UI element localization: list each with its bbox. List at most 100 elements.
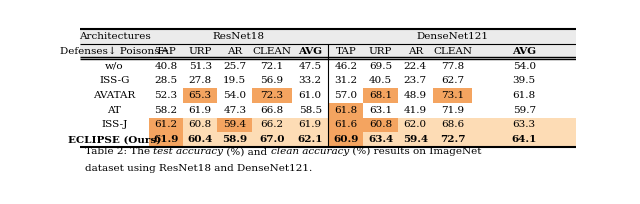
Bar xyxy=(398,118,433,132)
Text: URP: URP xyxy=(369,47,392,56)
Text: 46.2: 46.2 xyxy=(334,62,357,71)
Text: 73.1: 73.1 xyxy=(441,91,464,100)
Bar xyxy=(292,132,328,147)
Bar xyxy=(80,44,576,59)
Text: 64.1: 64.1 xyxy=(511,135,537,144)
Bar xyxy=(149,118,183,132)
Text: 56.9: 56.9 xyxy=(260,76,284,85)
Text: test accuracy: test accuracy xyxy=(154,147,223,156)
Text: 33.2: 33.2 xyxy=(299,76,322,85)
Text: 19.5: 19.5 xyxy=(223,76,246,85)
Text: CLEAN: CLEAN xyxy=(433,47,472,56)
Text: AT: AT xyxy=(108,106,122,115)
Bar xyxy=(433,118,472,132)
Text: 60.8: 60.8 xyxy=(369,120,392,129)
Bar xyxy=(398,132,433,147)
Text: TAP: TAP xyxy=(156,47,177,56)
Text: 58.2: 58.2 xyxy=(154,106,178,115)
Text: dataset using ResNet18 and DenseNet121.: dataset using ResNet18 and DenseNet121. xyxy=(85,164,312,173)
Text: ResNet18: ResNet18 xyxy=(212,32,265,41)
Text: 71.9: 71.9 xyxy=(441,106,464,115)
Text: 60.9: 60.9 xyxy=(333,135,358,144)
Text: 68.1: 68.1 xyxy=(369,91,392,100)
Text: 59.4: 59.4 xyxy=(403,135,428,144)
Text: 62.0: 62.0 xyxy=(404,120,427,129)
Text: 41.9: 41.9 xyxy=(404,106,427,115)
Text: 54.0: 54.0 xyxy=(513,62,536,71)
Text: 65.3: 65.3 xyxy=(189,91,212,100)
Text: 63.4: 63.4 xyxy=(368,135,393,144)
Bar xyxy=(433,132,472,147)
Text: w/o: w/o xyxy=(105,62,124,71)
Text: 52.3: 52.3 xyxy=(154,91,178,100)
Bar xyxy=(364,118,398,132)
Text: 61.6: 61.6 xyxy=(334,120,357,129)
Bar xyxy=(252,118,292,132)
Text: 61.2: 61.2 xyxy=(154,120,178,129)
Text: 60.8: 60.8 xyxy=(189,120,212,129)
Text: 61.8: 61.8 xyxy=(334,106,357,115)
Text: 40.8: 40.8 xyxy=(154,62,178,71)
Text: 69.5: 69.5 xyxy=(369,62,392,71)
Text: clean accuracy: clean accuracy xyxy=(271,147,349,156)
Text: ECLIPSE (Ours): ECLIPSE (Ours) xyxy=(68,135,161,144)
Text: 77.8: 77.8 xyxy=(441,62,464,71)
Text: 72.3: 72.3 xyxy=(260,91,284,100)
Text: 59.7: 59.7 xyxy=(513,106,536,115)
Text: ISS-J: ISS-J xyxy=(101,120,127,129)
Text: Defenses↓ Poisons→: Defenses↓ Poisons→ xyxy=(60,47,169,56)
Text: 72.1: 72.1 xyxy=(260,62,284,71)
Text: 39.5: 39.5 xyxy=(513,76,536,85)
Text: AVG: AVG xyxy=(298,47,322,56)
Bar xyxy=(218,118,252,132)
Text: 62.1: 62.1 xyxy=(298,135,323,144)
Text: 61.9: 61.9 xyxy=(299,120,322,129)
Bar xyxy=(218,132,252,147)
Text: DenseNet121: DenseNet121 xyxy=(416,32,488,41)
Text: 61.9: 61.9 xyxy=(154,135,179,144)
Bar xyxy=(183,132,218,147)
Bar xyxy=(252,132,292,147)
Text: 27.8: 27.8 xyxy=(189,76,212,85)
Bar xyxy=(364,88,398,103)
Text: 61.0: 61.0 xyxy=(299,91,322,100)
Text: TAP: TAP xyxy=(335,47,356,56)
Text: 51.3: 51.3 xyxy=(189,62,212,71)
Bar xyxy=(80,29,576,44)
Text: 58.9: 58.9 xyxy=(222,135,247,144)
Text: 66.8: 66.8 xyxy=(260,106,284,115)
Bar xyxy=(183,118,218,132)
Bar xyxy=(328,132,364,147)
Text: 66.2: 66.2 xyxy=(260,120,284,129)
Text: 31.2: 31.2 xyxy=(334,76,357,85)
Text: 58.5: 58.5 xyxy=(299,106,322,115)
Text: 57.0: 57.0 xyxy=(334,91,357,100)
Text: 63.3: 63.3 xyxy=(513,120,536,129)
Bar xyxy=(149,132,183,147)
Text: 68.6: 68.6 xyxy=(441,120,464,129)
Bar xyxy=(472,132,576,147)
Bar xyxy=(292,118,328,132)
Text: 61.9: 61.9 xyxy=(189,106,212,115)
Text: 63.1: 63.1 xyxy=(369,106,392,115)
Text: 60.4: 60.4 xyxy=(188,135,213,144)
Text: 59.4: 59.4 xyxy=(223,120,246,129)
Text: AR: AR xyxy=(408,47,423,56)
Text: 72.7: 72.7 xyxy=(440,135,465,144)
Text: URP: URP xyxy=(189,47,212,56)
Bar xyxy=(472,118,576,132)
Text: AR: AR xyxy=(227,47,243,56)
Text: 67.0: 67.0 xyxy=(259,135,285,144)
Text: 48.9: 48.9 xyxy=(404,91,427,100)
Bar xyxy=(252,88,292,103)
Bar xyxy=(328,118,364,132)
Text: Table 2: The: Table 2: The xyxy=(85,147,154,156)
Text: 62.7: 62.7 xyxy=(441,76,464,85)
Bar xyxy=(433,88,472,103)
Bar xyxy=(328,103,364,118)
Text: ISS-G: ISS-G xyxy=(99,76,130,85)
Bar xyxy=(364,132,398,147)
Text: 47.3: 47.3 xyxy=(223,106,246,115)
Text: 28.5: 28.5 xyxy=(154,76,178,85)
Text: 61.8: 61.8 xyxy=(513,91,536,100)
